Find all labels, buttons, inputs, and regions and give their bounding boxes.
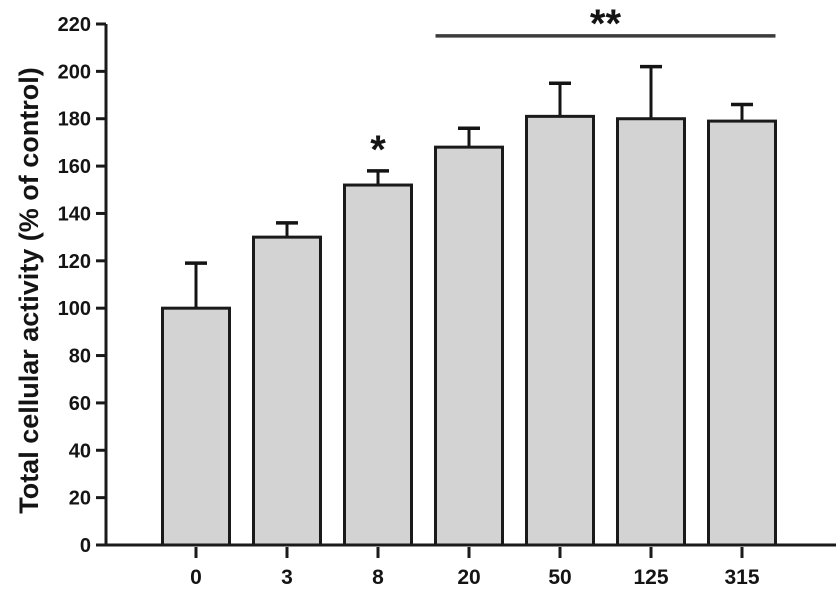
y-tick-label: 220 xyxy=(58,14,91,36)
y-tick-label: 60 xyxy=(69,393,91,415)
y-tick-label: 100 xyxy=(58,298,91,320)
y-tick-label: 160 xyxy=(58,156,91,178)
bar xyxy=(525,114,595,547)
y-tick-label: 120 xyxy=(58,251,91,273)
x-tick-label: 0 xyxy=(190,566,202,589)
bar xyxy=(161,306,231,547)
x-tick-label: 315 xyxy=(724,566,759,589)
significance-star: * xyxy=(370,128,386,172)
significance-stars: ** xyxy=(590,2,622,46)
bar xyxy=(434,145,504,547)
bar xyxy=(343,183,413,547)
x-tick-label: 50 xyxy=(548,566,571,589)
y-tick-label: 20 xyxy=(69,488,91,510)
x-tick-label: 125 xyxy=(633,566,668,589)
y-tick-label: 80 xyxy=(69,346,91,368)
bar xyxy=(252,235,322,547)
y-tick-label: 40 xyxy=(69,440,91,462)
y-tick-label: 180 xyxy=(58,109,91,131)
y-tick-label: 0 xyxy=(80,535,91,557)
y-tick-label: 140 xyxy=(58,203,91,225)
bar xyxy=(707,119,777,547)
bar xyxy=(616,117,686,547)
y-tick-label: 200 xyxy=(58,61,91,83)
x-tick-label: 8 xyxy=(372,566,384,589)
x-tick-label: 3 xyxy=(281,566,293,589)
x-tick-label: 20 xyxy=(457,566,480,589)
